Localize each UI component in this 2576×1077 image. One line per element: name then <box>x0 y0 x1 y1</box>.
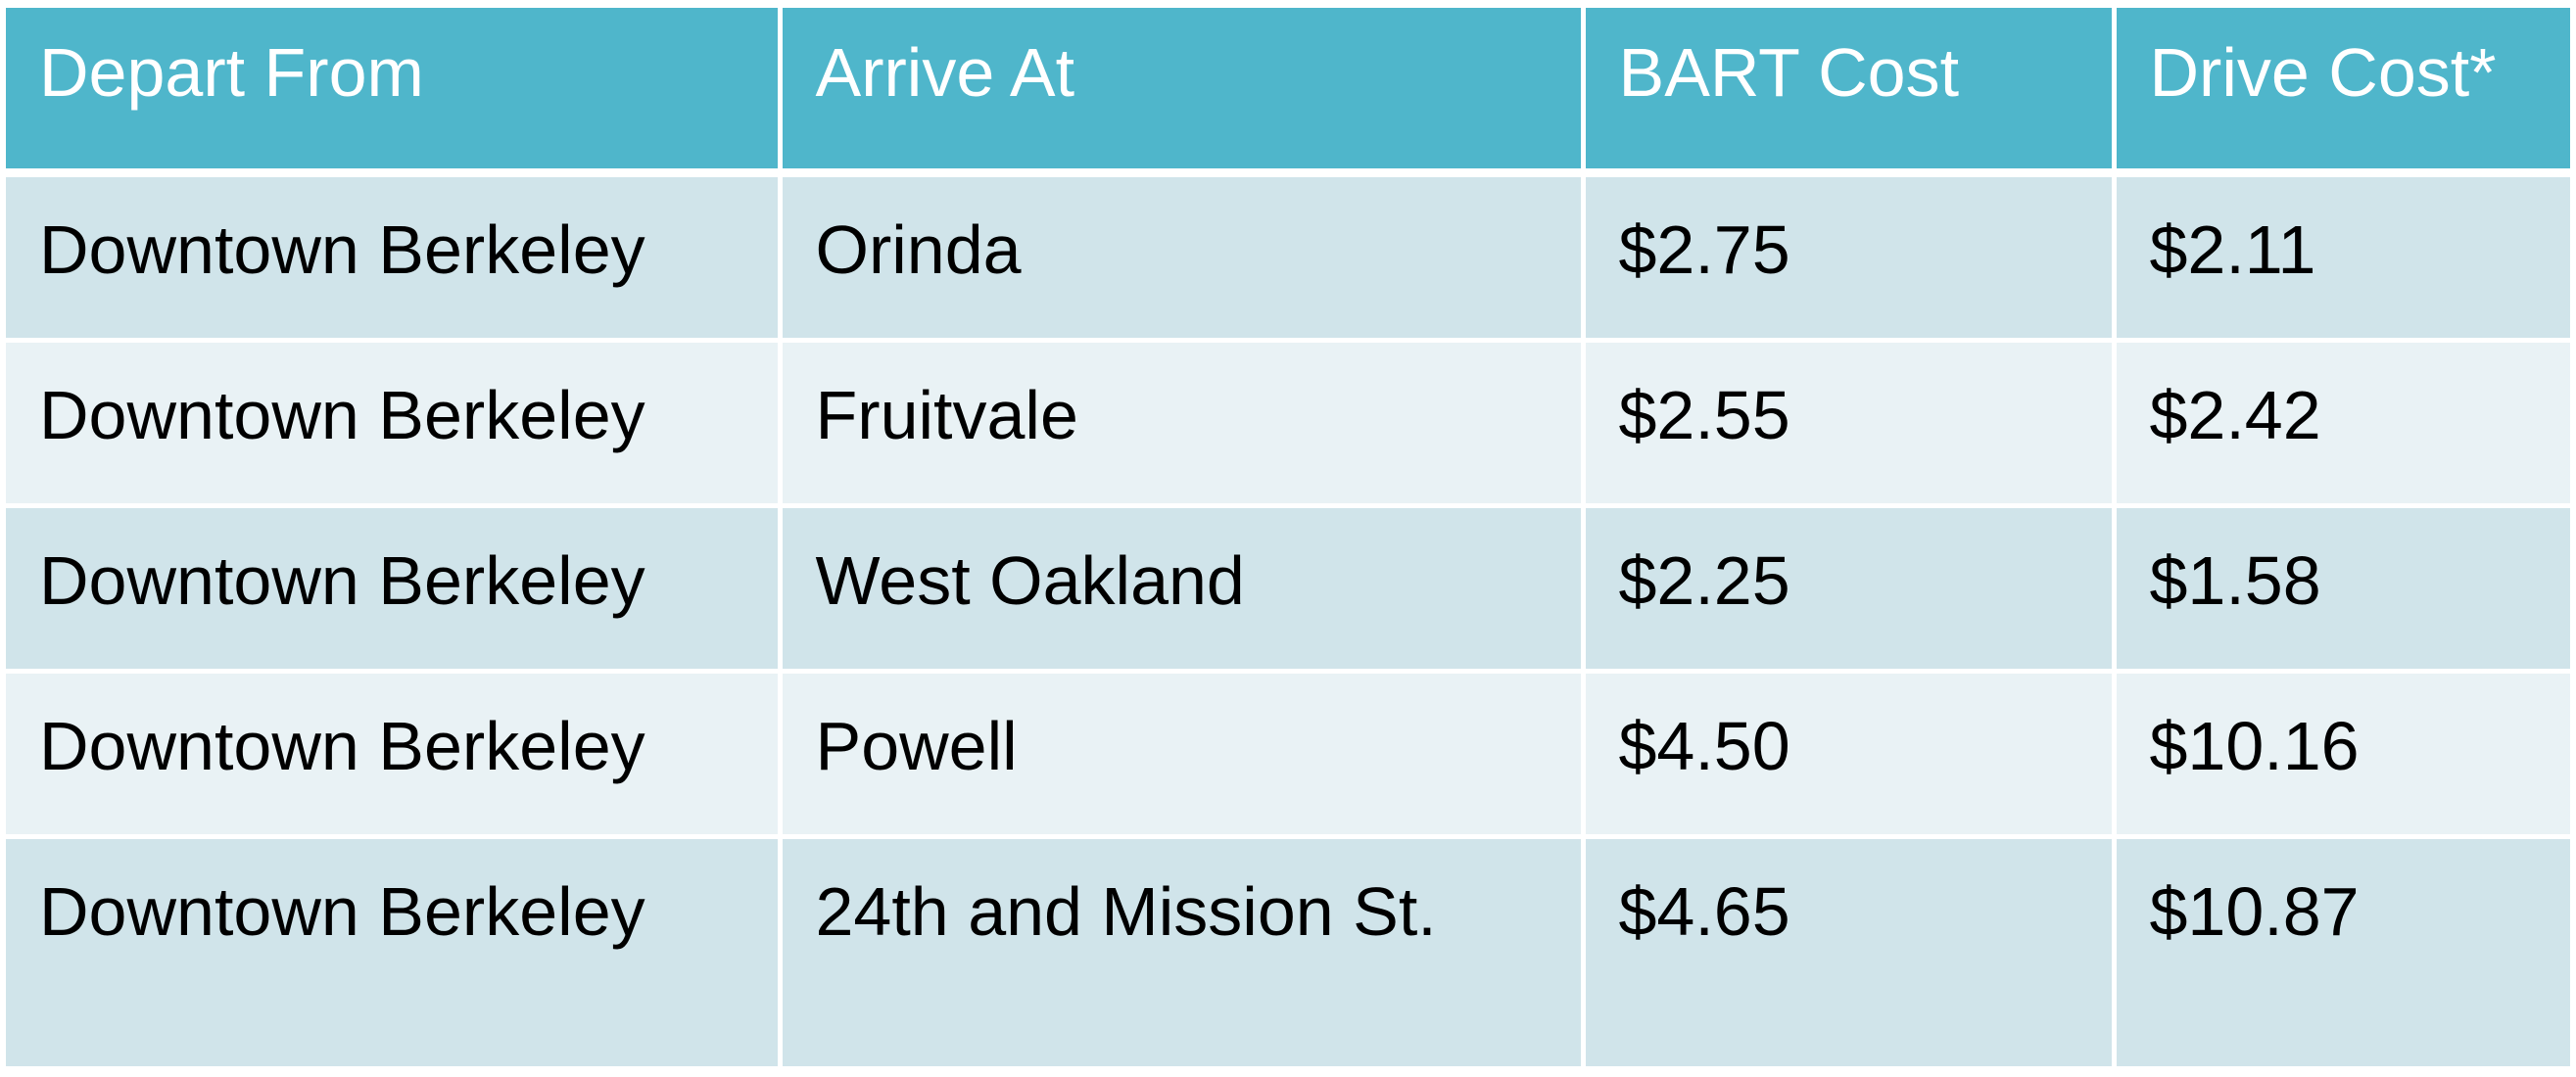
table-row: Downtown Berkeley West Oakland $2.25 $1.… <box>6 505 2570 674</box>
cell-depart-from: Downtown Berkeley <box>6 505 783 674</box>
cell-bart-cost: $4.65 <box>1583 836 2117 1066</box>
fare-table-container: Depart From Arrive At BART Cost Drive Co… <box>6 8 2570 1066</box>
cell-drive-cost: $10.16 <box>2114 671 2570 839</box>
cell-bart-cost: $4.50 <box>1583 671 2117 839</box>
header-bart-cost: BART Cost <box>1583 8 2117 177</box>
table-header-row: Depart From Arrive At BART Cost Drive Co… <box>6 8 2570 177</box>
cell-arrive-at: Orinda <box>780 172 1586 343</box>
table-row: Downtown Berkeley Fruitvale $2.55 $2.42 <box>6 340 2570 508</box>
cell-arrive-at: Powell <box>780 671 1586 839</box>
header-depart-from: Depart From <box>6 8 783 177</box>
table-row: Downtown Berkeley Orinda $2.75 $2.11 <box>6 172 2570 343</box>
header-arrive-at: Arrive At <box>780 8 1586 177</box>
cell-depart-from: Downtown Berkeley <box>6 172 783 343</box>
cell-drive-cost: $1.58 <box>2114 505 2570 674</box>
cell-bart-cost: $2.55 <box>1583 340 2117 508</box>
header-drive-cost: Drive Cost* <box>2114 8 2570 177</box>
cell-depart-from: Downtown Berkeley <box>6 340 783 508</box>
cell-bart-cost: $2.75 <box>1583 172 2117 343</box>
table-row: Downtown Berkeley 24th and Mission St. $… <box>6 836 2570 1066</box>
cell-arrive-at: Fruitvale <box>780 340 1586 508</box>
table-row: Downtown Berkeley Powell $4.50 $10.16 <box>6 671 2570 839</box>
cell-arrive-at: West Oakland <box>780 505 1586 674</box>
cell-depart-from: Downtown Berkeley <box>6 836 783 1066</box>
cell-depart-from: Downtown Berkeley <box>6 671 783 839</box>
cell-bart-cost: $2.25 <box>1583 505 2117 674</box>
cell-drive-cost: $2.11 <box>2114 172 2570 343</box>
cell-drive-cost: $2.42 <box>2114 340 2570 508</box>
cell-arrive-at: 24th and Mission St. <box>780 836 1586 1066</box>
fare-comparison-table: Depart From Arrive At BART Cost Drive Co… <box>6 8 2570 1066</box>
cell-drive-cost: $10.87 <box>2114 836 2570 1066</box>
